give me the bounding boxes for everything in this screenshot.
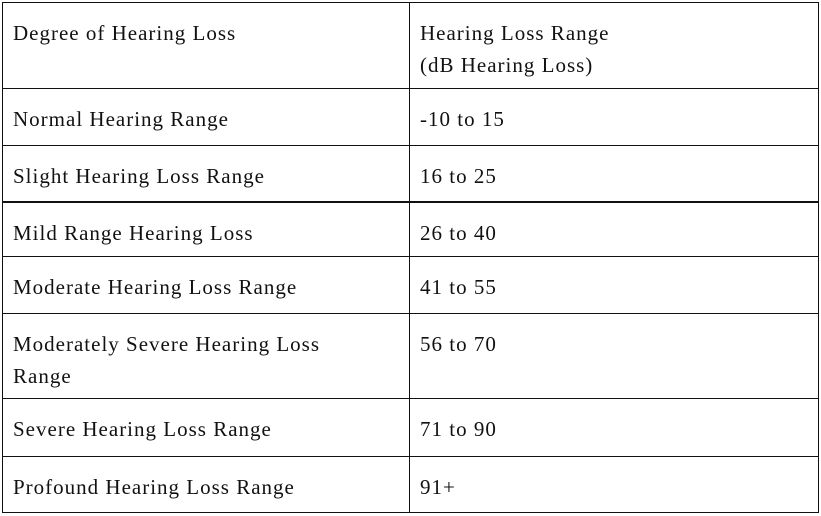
cell-text: 16 to 25 (420, 164, 497, 188)
degree-cell: Moderately Severe Hearing Loss Range (2, 313, 410, 399)
table-row: Slight Hearing Loss Range 16 to 25 (2, 145, 819, 202)
header-row: Degree of Hearing Loss Hearing Loss Range… (2, 2, 819, 89)
table-row: Profound Hearing Loss Range 91+ (2, 456, 819, 513)
degree-cell: Mild Range Hearing Loss (2, 200, 410, 257)
table-row: Mild Range Hearing Loss 26 to 40 (2, 200, 819, 257)
cell-text: 91+ (420, 475, 456, 499)
range-cell: 56 to 70 (409, 313, 819, 399)
cell-text: 41 to 55 (420, 275, 497, 299)
degree-cell: Moderate Hearing Loss Range (2, 256, 410, 314)
degree-cell: Degree of Hearing Loss (2, 2, 410, 89)
cell-text: Moderately Severe Hearing Loss (13, 332, 320, 356)
cell-text: 26 to 40 (420, 220, 497, 245)
cell-text: 71 to 90 (420, 417, 497, 441)
range-cell: 71 to 90 (409, 398, 819, 457)
range-cell: -10 to 15 (409, 88, 819, 146)
range-cell: 26 to 40 (409, 200, 819, 257)
cell-text: 56 to 70 (420, 332, 497, 356)
table-row: Moderately Severe Hearing Loss Range 56 to… (2, 313, 819, 399)
range-cell: Hearing Loss Range (dB Hearing Loss) (409, 2, 819, 89)
cell-text: Severe Hearing Loss Range (13, 417, 272, 441)
degree-cell: Slight Hearing Loss Range (2, 145, 410, 202)
table-row: Severe Hearing Loss Range 71 to 90 (2, 398, 819, 457)
degree-cell: Severe Hearing Loss Range (2, 398, 410, 457)
range-cell: 16 to 25 (409, 145, 819, 202)
range-cell: 91+ (409, 456, 819, 513)
cell-text: Hearing Loss Range (420, 21, 610, 45)
cell-text: Slight Hearing Loss Range (13, 164, 265, 188)
degree-cell: Profound Hearing Loss Range (2, 456, 410, 513)
cell-text: Normal Hearing Range (13, 107, 229, 131)
cell-text: Degree of Hearing Loss (13, 21, 237, 45)
table-row: Normal Hearing Range -10 to 15 (2, 88, 819, 146)
cell-text: -10 to 15 (420, 107, 505, 131)
cell-text: Moderate Hearing Loss Range (13, 275, 298, 299)
cell-text: Range (13, 364, 72, 388)
degree-cell: Normal Hearing Range (2, 88, 410, 146)
range-cell: 41 to 55 (409, 256, 819, 314)
cell-text: (dB Hearing Loss) (420, 53, 594, 77)
table-row: Moderate Hearing Loss Range 41 to 55 (2, 256, 819, 314)
cell-text: Mild Range Hearing Loss (13, 220, 254, 245)
cell-text: Profound Hearing Loss Range (13, 475, 295, 499)
